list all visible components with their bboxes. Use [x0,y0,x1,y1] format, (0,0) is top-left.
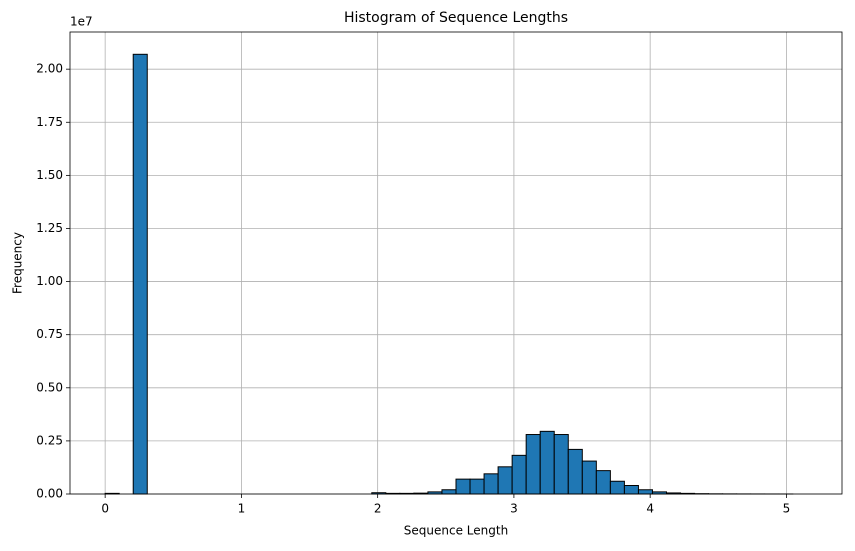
x-tick-label: 0 [101,502,109,516]
y-tick-label: 0.00 [36,487,63,501]
y-offset-label: 1e7 [70,15,93,29]
bar [133,54,147,494]
x-tick-label: 5 [783,502,791,516]
bar [512,455,526,494]
plot-frame [70,32,842,494]
x-axis-label: Sequence Length [404,524,508,538]
bar [596,471,610,494]
bar [442,490,456,494]
chart-title: Histogram of Sequence Lengths [344,10,568,26]
y-tick-label: 1.50 [36,168,63,182]
bar [484,474,498,494]
y-tick-label: 0.50 [36,380,63,394]
bar [456,479,470,494]
x-tick-label: 3 [510,502,518,516]
bar [554,435,568,494]
x-tick-label: 4 [646,502,654,516]
bar [540,431,554,494]
bar [582,461,596,494]
bar [610,481,624,494]
y-tick-label: 1.00 [36,274,63,288]
bar [498,467,512,494]
y-tick-label: 1.25 [36,221,63,235]
y-tick-label: 1.75 [36,115,63,129]
y-tick-label: 2.00 [36,62,63,76]
x-tick-label: 2 [374,502,382,516]
bar [470,479,484,494]
x-tick-label: 1 [238,502,246,516]
bar [568,449,582,494]
grid [70,32,842,494]
bar [638,490,652,494]
bars [105,54,793,494]
y-tick-label: 0.75 [36,327,63,341]
bar [624,486,638,494]
bar [526,435,540,494]
y-axis-label: Frequency [11,232,25,294]
y-tick-label: 0.25 [36,433,63,447]
